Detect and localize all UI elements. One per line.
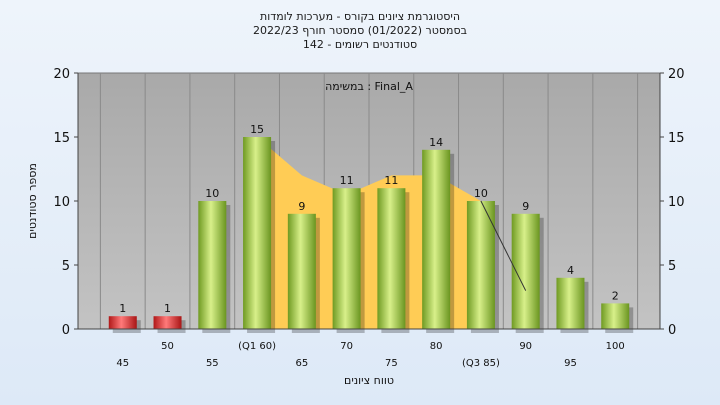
y-tick-label-right: 10 bbox=[668, 195, 685, 210]
y-tick-label: 0 bbox=[62, 323, 70, 338]
x-tick-label: 50 bbox=[161, 341, 174, 352]
bar bbox=[601, 303, 630, 329]
y-tick-label: 20 bbox=[53, 67, 70, 82]
bar bbox=[466, 201, 495, 329]
bar-value-label: 14 bbox=[429, 136, 443, 149]
x-tick-label: 95 bbox=[564, 358, 577, 369]
bar-value-label: 2 bbox=[612, 289, 619, 302]
x-tick-label: 75 bbox=[385, 358, 398, 369]
y-tick-label: 10 bbox=[53, 195, 70, 210]
bar-value-label: 10 bbox=[205, 187, 219, 200]
chart-subtitle-semester: בסמסטר (01/2022) סמסטר חורף 2022/23 bbox=[253, 24, 467, 37]
x-tick-label: (Q1 60) bbox=[238, 341, 276, 352]
bar bbox=[198, 201, 227, 329]
y-tick-label: 15 bbox=[53, 131, 70, 146]
x-tick-label: 90 bbox=[519, 341, 532, 352]
bar bbox=[108, 316, 137, 329]
bar bbox=[332, 188, 361, 329]
bar-value-label: 1 bbox=[119, 302, 126, 315]
bar bbox=[377, 188, 406, 329]
x-tick-label: 45 bbox=[116, 358, 129, 369]
chart-subtitle-enrolled: סטודנטים רשומים - 142 bbox=[302, 38, 418, 51]
x-axis-label: טווח ציונים bbox=[344, 374, 394, 387]
bar bbox=[243, 137, 272, 329]
bar bbox=[287, 213, 316, 329]
y-tick-label-right: 0 bbox=[668, 323, 676, 338]
bar bbox=[422, 149, 451, 329]
x-tick-label: 80 bbox=[430, 341, 443, 352]
bar-value-label: 9 bbox=[298, 200, 305, 213]
bar-value-label: 11 bbox=[340, 174, 354, 187]
y-tick-label-right: 5 bbox=[668, 259, 676, 274]
bar-value-label: 11 bbox=[384, 174, 398, 187]
bar-value-label: 15 bbox=[250, 123, 264, 136]
bar bbox=[153, 316, 182, 329]
line-series bbox=[480, 200, 527, 291]
y-axis-label: מספר סטודנטים bbox=[26, 163, 39, 239]
x-tick-label: (Q3 85) bbox=[462, 358, 500, 369]
x-tick-label: 55 bbox=[206, 358, 219, 369]
bar-value-label: 9 bbox=[522, 200, 529, 213]
annotation-label: במשימה : Final_A bbox=[325, 80, 413, 93]
line-segment bbox=[480, 200, 527, 291]
y-tick-label-right: 15 bbox=[668, 131, 685, 146]
y-tick-label: 5 bbox=[62, 259, 70, 274]
y-tick-label-right: 20 bbox=[668, 67, 685, 82]
chart-title: היסטוגרמת ציונים בקורס - מערכות לומדות bbox=[259, 10, 461, 23]
x-tick-label: 65 bbox=[295, 358, 308, 369]
bar-value-label: 10 bbox=[474, 187, 488, 200]
x-tick-label: 70 bbox=[340, 341, 353, 352]
bar-value-label: 4 bbox=[567, 264, 574, 277]
x-tick-label: 100 bbox=[606, 341, 625, 352]
bar bbox=[556, 277, 585, 329]
bar-value-label: 1 bbox=[164, 302, 171, 315]
